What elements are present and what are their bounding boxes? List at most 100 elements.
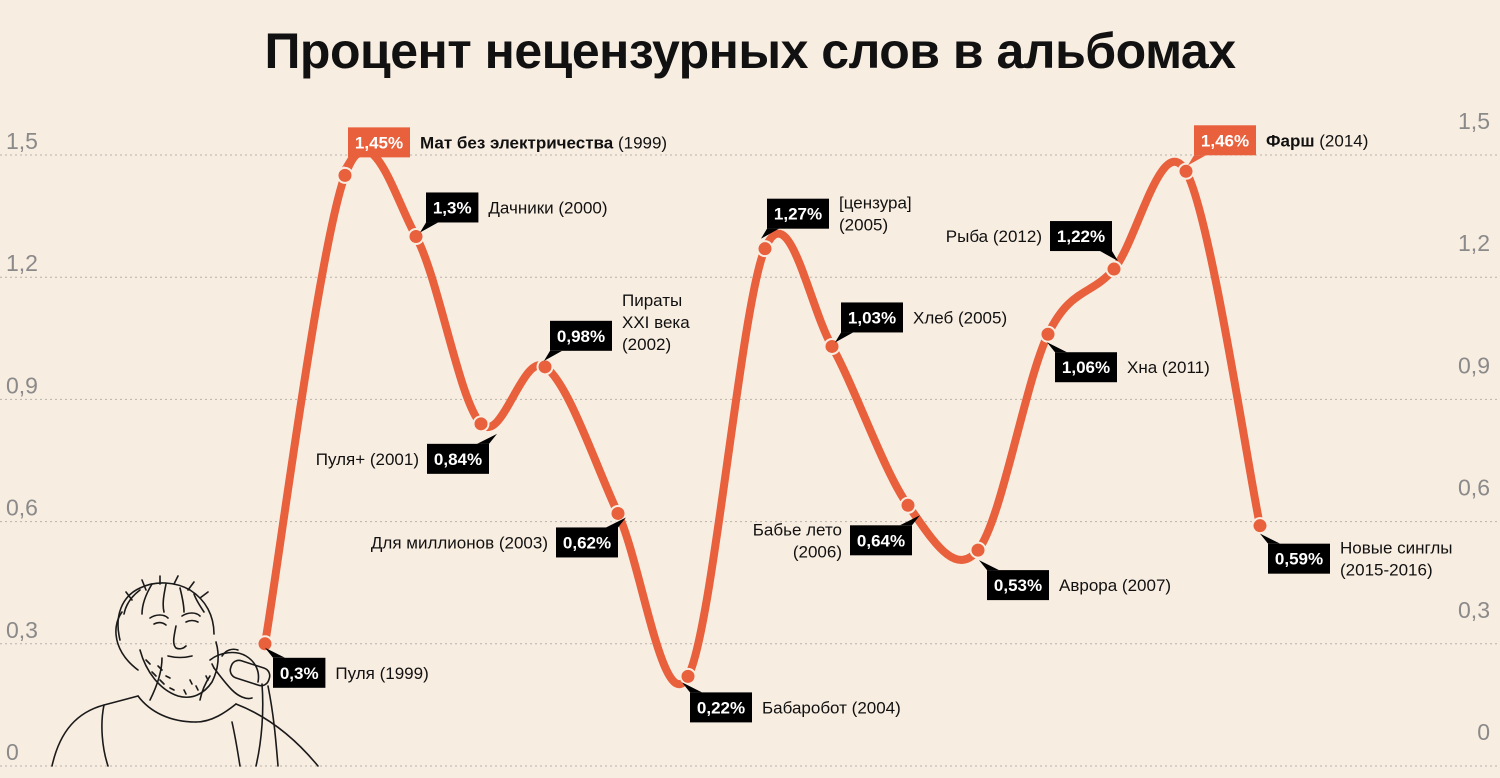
data-point-3: [472, 415, 490, 433]
annotation-2: 1,3% Дачники (2000): [420, 192, 608, 233]
data-point-0: [256, 635, 274, 653]
y-tick-left-1: 0,3: [6, 617, 38, 643]
badge-tail-9: [900, 515, 920, 526]
value-label-0: 0,3%: [280, 664, 319, 683]
value-badge-13: [1194, 125, 1256, 156]
annotation-7: 1,27% [цензура] (2005): [761, 194, 912, 239]
singer-sketch-icon: [51, 575, 319, 767]
value-label-7: 1,27%: [774, 205, 822, 224]
data-markers: [256, 162, 1269, 685]
badge-tail-13: [1188, 155, 1206, 166]
annotation-3: 0,84% Пуля+ (2001): [316, 433, 497, 474]
album-label-4-0: Пираты: [622, 291, 682, 310]
y-tick-left-4: 1,2: [6, 250, 38, 276]
chart-title: Процент нецензурных слов в альбомах: [264, 23, 1236, 79]
annotation-4: 0,98% Пираты XXI века (2002): [544, 291, 690, 361]
badge-tail-6: [682, 682, 702, 693]
y-tick-right-2: 0,6: [1458, 475, 1490, 501]
y-tick-right-0: 0: [1477, 719, 1490, 745]
badge-tail-0: [265, 647, 285, 658]
y-tick-right-1: 0,3: [1458, 597, 1490, 623]
value-label-12: 1,22%: [1057, 227, 1105, 246]
value-badge-11: [1055, 352, 1117, 383]
album-label-10: Аврора (2007): [1059, 576, 1171, 595]
annotation-12: 1,22% Рыба (2012): [946, 221, 1118, 262]
album-label-14-1: (2015-2016): [1340, 561, 1433, 580]
data-point-1: [336, 166, 354, 184]
annotation-0: 0,3% Пуля (1999): [265, 647, 429, 688]
value-label-1: 1,45%: [355, 133, 403, 152]
y-tick-left-0: 0: [6, 739, 19, 765]
album-label-2: Дачники (2000): [488, 198, 607, 217]
data-point-7: [756, 240, 774, 258]
album-label-9-0: Бабье лето: [753, 520, 842, 539]
badge-tail-2: [420, 222, 438, 233]
data-point-6: [679, 667, 697, 685]
y-tick-right-4: 1,2: [1458, 230, 1490, 256]
badge-tail-3: [477, 433, 497, 444]
album-label-0: Пуля (1999): [335, 664, 428, 683]
value-badge-12: [1050, 221, 1112, 252]
value-badge-7: [767, 198, 829, 229]
y-tick-right-5: 1,5: [1458, 108, 1490, 134]
annotation-5: 0,62% Для миллионов (2003): [371, 517, 626, 558]
value-label-9: 0,64%: [857, 531, 905, 550]
album-label-1: Мат без электричества (1999): [420, 133, 667, 152]
annotation-1: 1,45% Мат без электричества (1999): [342, 127, 667, 168]
value-badge-3: [427, 443, 489, 474]
value-badge-14: [1268, 543, 1330, 574]
value-label-13: 1,46%: [1201, 131, 1249, 150]
album-label-7-0: [цензура]: [839, 194, 912, 213]
album-label-12: Рыба (2012): [946, 227, 1042, 246]
badge-tail-5: [606, 517, 626, 528]
badge-tail-8: [835, 332, 853, 343]
value-label-2: 1,3%: [433, 198, 472, 217]
album-label-8: Хлеб (2005): [913, 308, 1007, 327]
value-label-6: 0,22%: [697, 698, 745, 717]
value-label-10: 0,53%: [994, 576, 1042, 595]
album-label-4-1: XXI века: [622, 313, 690, 332]
value-badge-6: [690, 692, 752, 723]
data-point-13: [1177, 162, 1195, 180]
value-label-8: 1,03%: [848, 308, 896, 327]
y-tick-left-5: 1,5: [6, 128, 38, 154]
album-label-6: Бабаробот (2004): [762, 698, 901, 717]
album-label-9-1: (2006): [793, 542, 842, 561]
data-point-10: [969, 541, 987, 559]
data-point-5: [609, 504, 627, 522]
value-label-14: 0,59%: [1275, 550, 1323, 569]
data-annotations: 0,3% Пуля (1999) 1,45% Мат без электричеств…: [265, 125, 1453, 723]
album-label-4-2: (2002): [622, 335, 671, 354]
value-label-5: 0,62%: [563, 533, 611, 552]
value-badge-5: [556, 527, 618, 558]
badge-tail-1: [342, 157, 360, 168]
badge-tail-7: [761, 228, 779, 239]
data-point-9: [899, 496, 917, 514]
album-label-13: Фарш (2014): [1266, 131, 1368, 150]
annotation-6: 0,22% Бабаробот (2004): [682, 682, 901, 723]
album-label-7-1: (2005): [839, 216, 888, 235]
value-label-11: 1,06%: [1062, 358, 1110, 377]
data-point-14: [1251, 517, 1269, 535]
data-point-12: [1105, 260, 1123, 278]
gridlines: [0, 154, 1500, 767]
data-point-11: [1039, 325, 1057, 343]
y-tick-left-2: 0,6: [6, 495, 38, 521]
y-tick-left-3: 0,9: [6, 372, 38, 398]
badge-tail-14: [1260, 533, 1280, 544]
value-badge-9: [850, 525, 912, 556]
data-point-2: [407, 227, 425, 245]
annotation-8: 1,03% Хлеб (2005): [835, 302, 1007, 343]
badge-tail-12: [1100, 251, 1118, 262]
data-point-4: [536, 358, 554, 376]
value-badge-1: [348, 127, 410, 158]
annotation-11: 1,06% Хна (2011): [1047, 342, 1210, 383]
annotation-13: 1,46% Фарш (2014): [1188, 125, 1368, 166]
album-label-11: Хна (2011): [1127, 358, 1210, 377]
value-badge-8: [841, 302, 903, 333]
badge-tail-11: [1047, 342, 1067, 353]
y-axis-ticks: 0 0 0,3 0,3 0,6 0,6 0,9 0,9 1,2 1,2 1,5 1,5: [6, 108, 1490, 765]
annotation-14: 0,59% Новые синглы (2015-2016): [1260, 533, 1453, 580]
annotation-10: 0,53% Аврора (2007): [979, 560, 1171, 601]
